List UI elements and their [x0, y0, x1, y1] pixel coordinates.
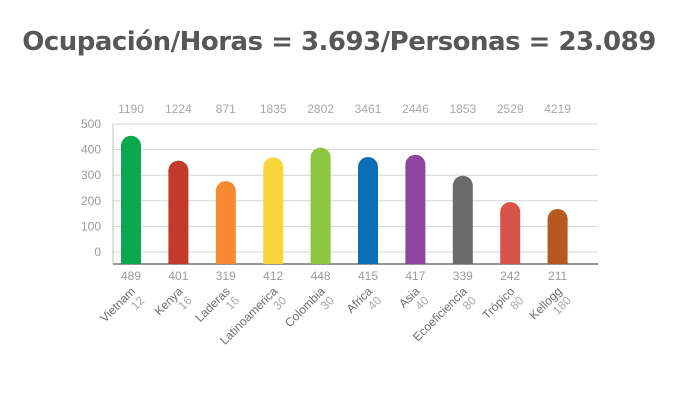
- bar-asia: [405, 154, 426, 264]
- bottom-label: 211: [548, 269, 567, 283]
- top-label: 4219: [544, 102, 571, 116]
- top-label: 2446: [402, 102, 429, 116]
- y-tick-label: 500: [81, 117, 101, 131]
- bottom-label: 242: [500, 269, 520, 283]
- bar-kenya: [168, 160, 189, 264]
- top-labels: 1190 1224 871 1835 2802 3461 2446 1853 2529 4219: [118, 102, 571, 116]
- top-label: 3461: [355, 102, 382, 116]
- bar-colombia: [310, 147, 331, 264]
- bottom-label: 339: [453, 269, 473, 283]
- top-label: 1224: [165, 102, 192, 116]
- top-label: 2529: [497, 102, 524, 116]
- bottom-label: 412: [263, 269, 283, 283]
- bar-kellogg: [547, 208, 568, 264]
- bottom-label: 448: [311, 269, 331, 283]
- bar-africa: [358, 157, 378, 264]
- bar-laderas: [215, 181, 236, 264]
- bottom-label: 489: [121, 269, 141, 283]
- y-tick-label: 0: [94, 245, 101, 259]
- bar-trópico: [500, 202, 521, 264]
- bottom-label: 401: [168, 269, 188, 283]
- bar-ecoeficiencia: [452, 175, 473, 264]
- y-axis: 0 100 200 300 400 500: [81, 117, 101, 259]
- y-tick-label: 100: [81, 219, 101, 233]
- bottom-label: 319: [216, 269, 236, 283]
- bottom-labels: 489 401 319 412 448 415 417 339 242 211: [121, 269, 568, 283]
- bar-vietnam: [121, 135, 141, 264]
- y-tick-label: 200: [81, 194, 101, 208]
- bottom-label: 417: [405, 269, 425, 283]
- bars: [121, 135, 568, 264]
- top-label: 1835: [260, 102, 287, 116]
- bottom-label: 415: [358, 269, 378, 283]
- top-label: 871: [216, 102, 236, 116]
- y-tick-label: 300: [81, 168, 101, 182]
- top-label: 1190: [118, 102, 144, 116]
- y-tick-label: 400: [81, 143, 101, 157]
- top-label: 2802: [307, 102, 334, 116]
- bar-latinoamerica: [263, 157, 284, 264]
- top-label: 1853: [449, 102, 476, 116]
- chart-title: Ocupación/Horas = 3.693/Personas = 23.08…: [22, 27, 656, 57]
